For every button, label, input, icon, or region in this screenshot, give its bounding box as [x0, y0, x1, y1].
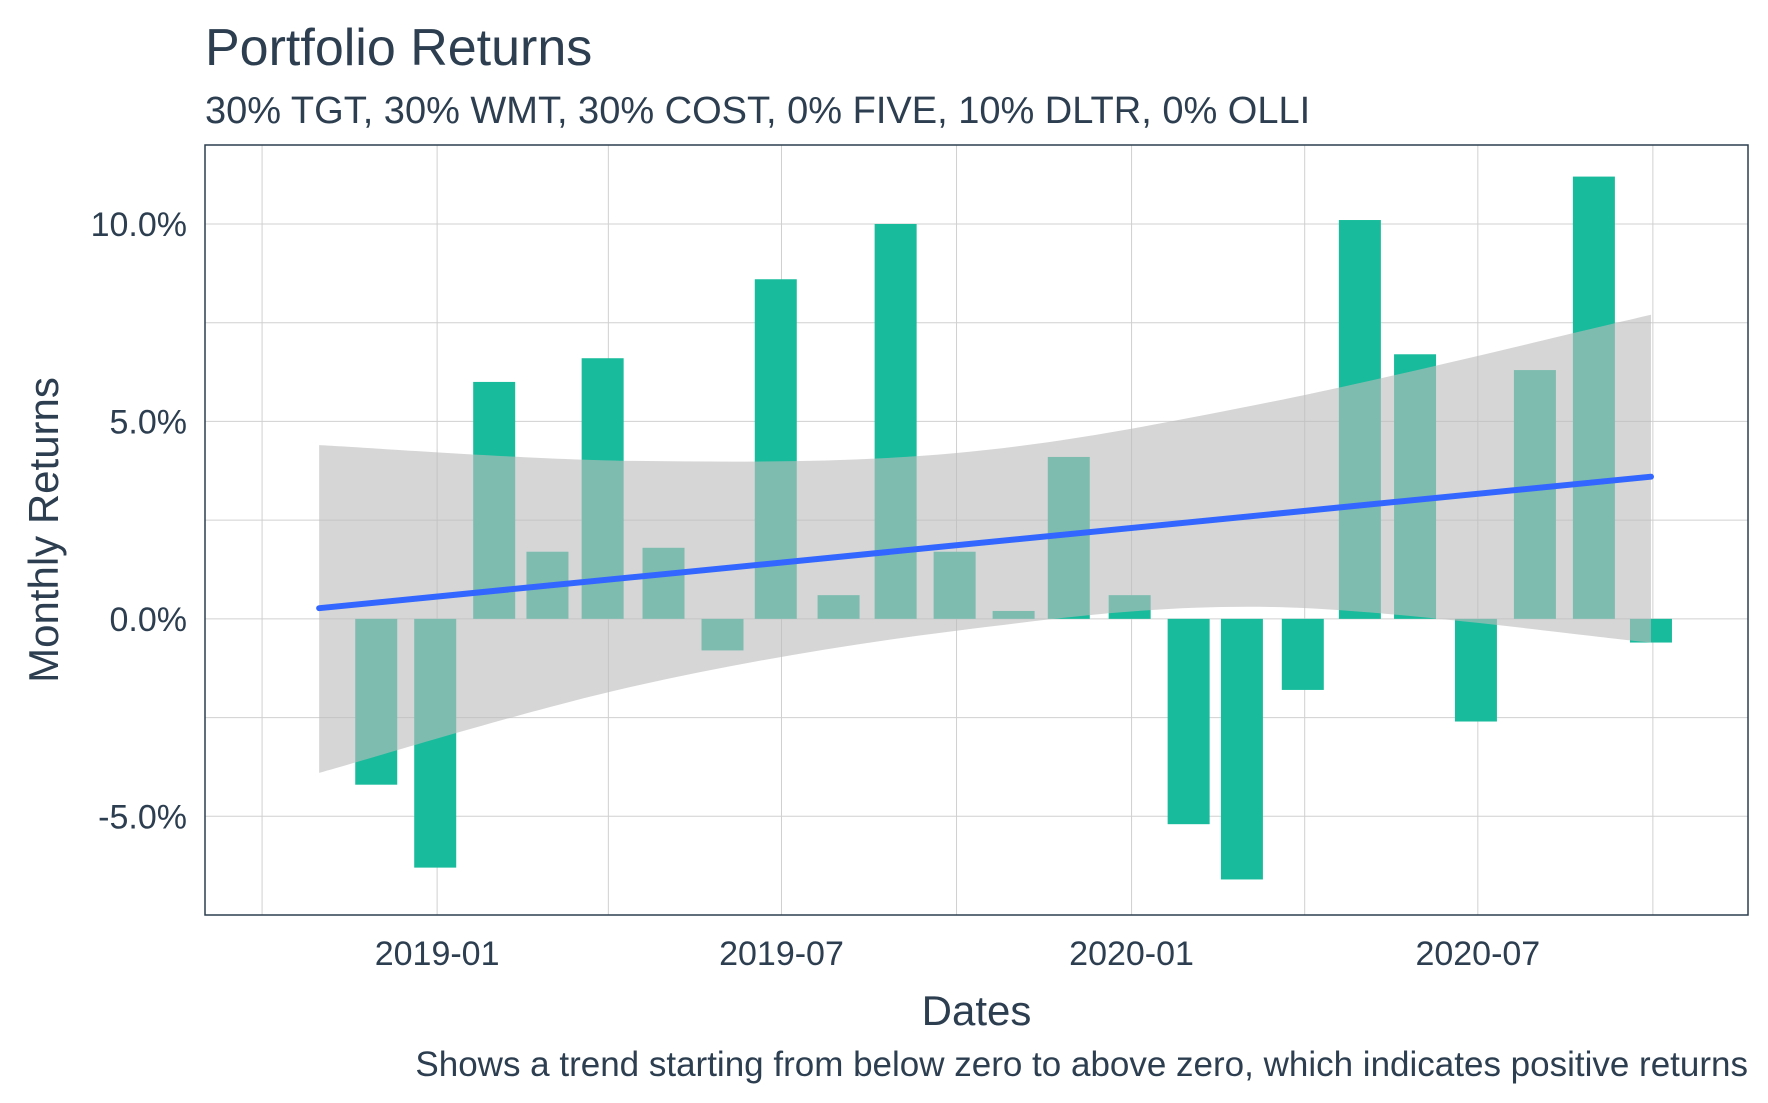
bar — [1220, 618, 1263, 880]
bar — [1167, 618, 1210, 825]
y-tick-label: 0.0% — [110, 601, 188, 639]
bar — [1281, 618, 1324, 690]
y-tick-labels: -5.0% 0.0% 5.0% 10.0% — [91, 206, 187, 836]
chart-caption: Shows a trend starting from below zero t… — [415, 1045, 1748, 1084]
y-tick-label: -5.0% — [98, 798, 187, 836]
bar — [1454, 618, 1497, 722]
x-axis-title: Dates — [922, 987, 1032, 1034]
x-tick-label: 2019-01 — [375, 935, 500, 973]
panel-border — [204, 144, 1749, 916]
trend-line — [316, 473, 1654, 612]
x-tick-label: 2020-01 — [1069, 935, 1194, 973]
x-tick-labels: 2019-01 2019-07 2020-01 2020-07 — [375, 935, 1540, 973]
chart-subtitle: 30% TGT, 30% WMT, 30% COST, 0% FIVE, 10%… — [205, 90, 1311, 132]
x-tick-label: 2020-07 — [1415, 935, 1540, 973]
y-axis-title: Monthly Returns — [20, 377, 67, 683]
y-tick-label: 5.0% — [110, 403, 188, 441]
y-tick-label: 10.0% — [91, 206, 187, 244]
x-tick-label: 2019-07 — [719, 935, 844, 973]
trend-line-group — [316, 473, 1654, 612]
chart-title: Portfolio Returns — [205, 19, 593, 77]
